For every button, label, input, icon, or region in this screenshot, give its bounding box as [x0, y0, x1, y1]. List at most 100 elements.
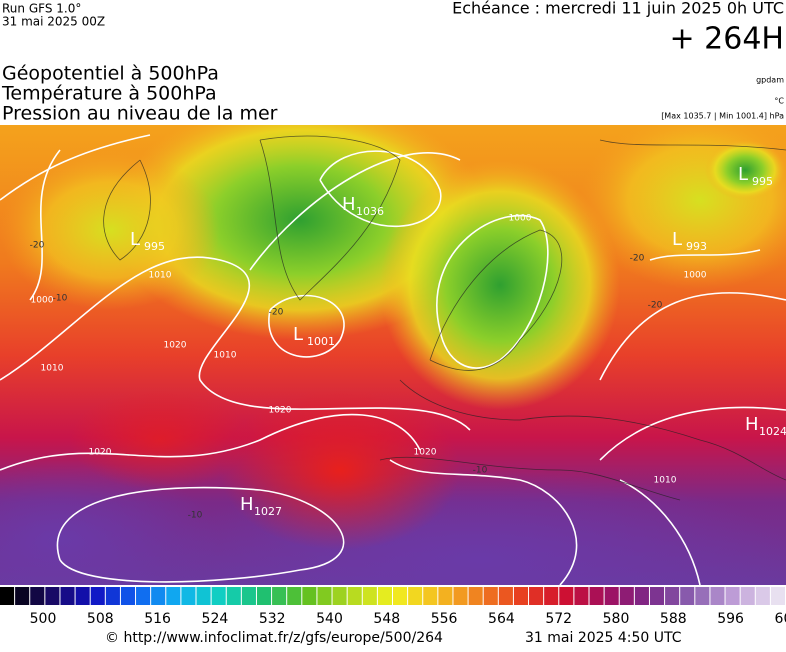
colorbar-swatch — [574, 587, 589, 605]
contour-label: 1010 — [149, 271, 172, 281]
contour-label: 1020 — [89, 448, 112, 458]
colorbar-swatch — [136, 587, 151, 605]
contour-label: -20 — [648, 301, 663, 311]
colorbar-swatch — [45, 587, 60, 605]
center-letter: H — [342, 194, 356, 215]
center-letter: L — [293, 324, 303, 345]
colorbar-swatch — [453, 587, 468, 605]
colorbar-swatch — [408, 587, 423, 605]
run-label: Run GFS 1.0° — [2, 2, 81, 16]
valid-time: Echéance : mercredi 11 juin 2025 0h UTC — [452, 0, 784, 18]
colorbar-label: 532 — [259, 611, 286, 627]
colorbar-label: 588 — [660, 611, 687, 627]
center-value: 1036 — [356, 205, 384, 218]
contour-label: -20 — [630, 254, 645, 264]
contour-label: -20 — [269, 308, 284, 318]
colorbar-swatch — [695, 587, 710, 605]
coastlines — [103, 135, 786, 501]
colorbar-swatch — [665, 587, 680, 605]
colorbar-swatch — [589, 587, 604, 605]
colorbar-swatch — [181, 587, 196, 605]
footer-time: 31 mai 2025 4:50 UTC — [525, 630, 682, 646]
colorbar-swatch — [393, 587, 408, 605]
colorbar-label: 524 — [202, 611, 229, 627]
colorbar-swatch — [498, 587, 513, 605]
colorbar-swatch — [438, 587, 453, 605]
center-value: 1024 — [759, 425, 786, 438]
colorbar-label: 548 — [373, 611, 400, 627]
colorbar-swatch — [241, 587, 256, 605]
contour-label: 1010 — [214, 351, 237, 361]
colorbar-swatch — [740, 587, 755, 605]
colorbar-swatch — [317, 587, 332, 605]
contour-label: 1020 — [414, 448, 437, 458]
contour-label: 1020 — [269, 406, 292, 416]
colorbar-swatch — [483, 587, 498, 605]
colorbar-swatch — [332, 587, 347, 605]
lead-time: + 264H — [670, 22, 785, 57]
colorbar-swatch — [0, 587, 15, 605]
center-value: 1027 — [254, 505, 282, 518]
colorbar-label: 604 — [775, 611, 786, 627]
isobars — [0, 134, 786, 585]
center-value: 993 — [686, 240, 707, 253]
colorbar-swatch — [423, 587, 438, 605]
colorbar-swatch — [770, 587, 785, 605]
center-value: 995 — [752, 175, 773, 188]
field-name: Géopotentiel à 500hPa — [2, 63, 219, 85]
center-letter: H — [745, 414, 759, 435]
colorbar-swatch — [60, 587, 75, 605]
colorbar-swatch — [634, 587, 649, 605]
colorbar-swatch — [256, 587, 272, 605]
contour-label: -10 — [473, 466, 488, 476]
center-value: 995 — [144, 240, 165, 253]
colorbar-swatch — [90, 587, 105, 605]
unit: gpdam — [756, 76, 784, 85]
contour-label: 1020 — [164, 341, 187, 351]
colorbar-swatch — [30, 587, 45, 605]
colorbar-swatch — [302, 587, 317, 605]
colorbar-swatch — [377, 587, 392, 605]
center-letter: L — [738, 164, 748, 185]
contour-label: 1000 — [31, 296, 54, 306]
colorbar-swatch — [529, 587, 544, 605]
unit: °C — [774, 97, 784, 106]
colorbar-swatch — [649, 587, 665, 605]
colorbar-swatch — [151, 587, 166, 605]
contour-label: 1000 — [509, 214, 532, 224]
colorbar-swatch — [105, 587, 120, 605]
colorbar-swatch — [120, 587, 136, 605]
colorbar-swatch — [468, 587, 483, 605]
footer-url: © http://www.infoclimat.fr/z/gfs/europe/… — [105, 630, 443, 646]
colorbar-label: 596 — [717, 611, 744, 627]
colorbar-swatch — [559, 587, 574, 605]
contour-label: 1000 — [684, 271, 707, 281]
contour-label: 1010 — [654, 476, 677, 486]
field-name: Pression au niveau de la mer — [2, 103, 278, 125]
colorbar-swatch — [619, 587, 634, 605]
colorbar-swatch — [211, 587, 226, 605]
contour-label: -10 — [53, 294, 68, 304]
center-letter: L — [672, 229, 682, 250]
colorbar-swatch — [710, 587, 725, 605]
colorbar-swatch — [755, 587, 770, 605]
contour-label: -10 — [188, 511, 203, 521]
colorbar-swatch — [347, 587, 362, 605]
run-date: 31 mai 2025 00Z — [2, 15, 105, 29]
colorbar-label: 564 — [488, 611, 515, 627]
colorbar-swatch — [196, 587, 211, 605]
colorbar-swatch — [226, 587, 241, 605]
colorbar-swatch — [544, 587, 559, 605]
colorbar-label: 572 — [545, 611, 572, 627]
contour-label: -20 — [30, 241, 45, 251]
unit: [Max 1035.7 | Min 1001.4] hPa — [661, 112, 784, 121]
colorbar-label: 516 — [144, 611, 171, 627]
colorbar-swatch — [166, 587, 181, 605]
colorbar-swatch — [362, 587, 377, 605]
colorbar-label: 508 — [87, 611, 114, 627]
colorbar-label: 540 — [316, 611, 343, 627]
colorbar-label: 556 — [431, 611, 458, 627]
colorbar-swatch — [725, 587, 740, 605]
center-value: 1001 — [307, 335, 335, 348]
